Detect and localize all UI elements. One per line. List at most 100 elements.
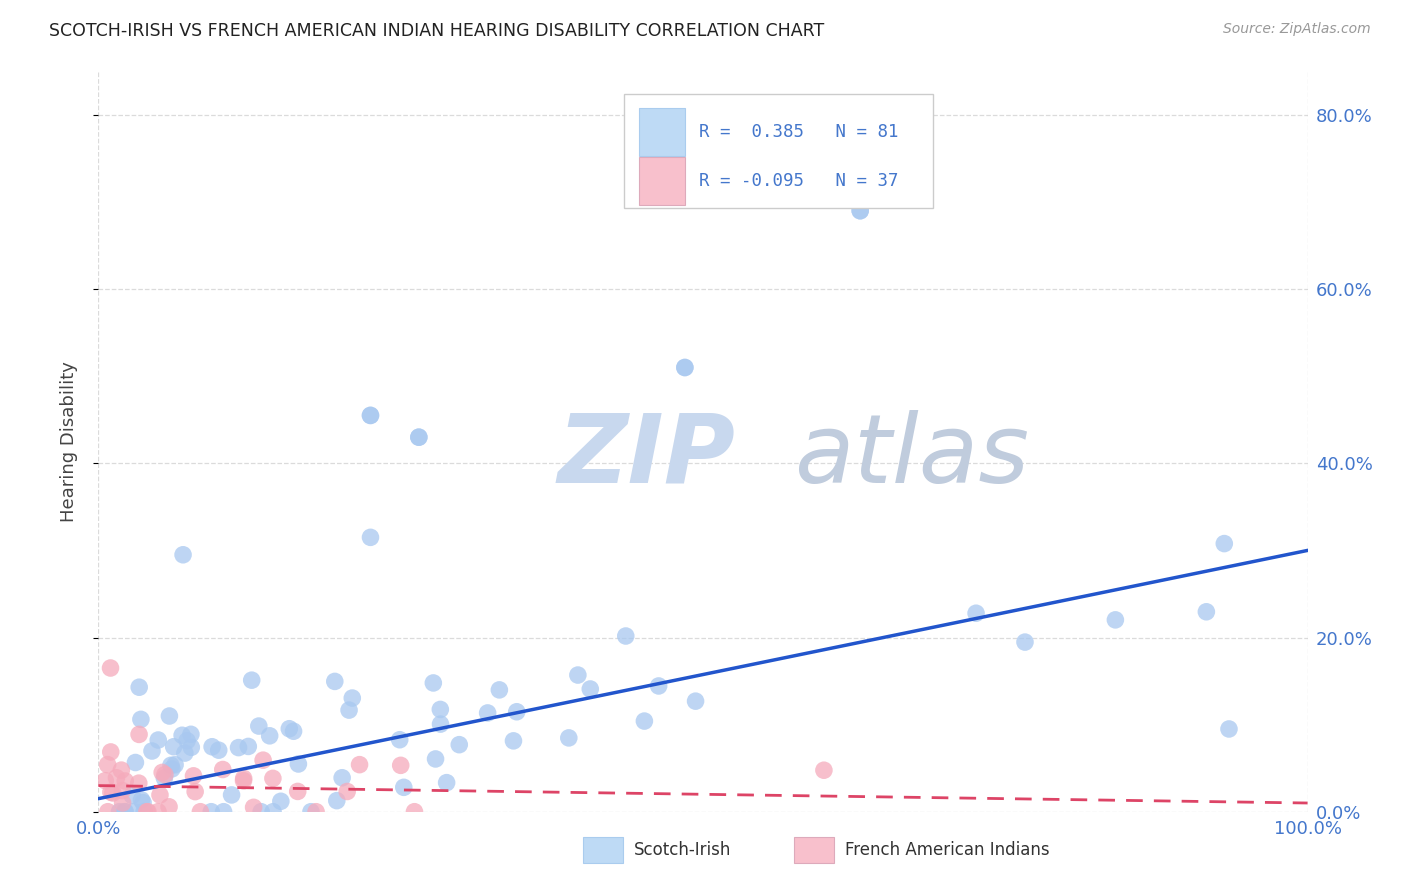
Point	[250, 805, 273, 819]
Point	[342, 691, 364, 706]
Point	[200, 805, 222, 819]
Point	[262, 772, 284, 786]
Point	[389, 758, 412, 772]
Text: Scotch-Irish: Scotch-Irish	[634, 841, 731, 859]
Point	[163, 739, 186, 754]
Point	[336, 784, 359, 798]
Point	[270, 794, 292, 808]
Text: R =  0.385   N = 81: R = 0.385 N = 81	[699, 123, 898, 141]
Point	[337, 703, 360, 717]
Point	[422, 676, 444, 690]
Point	[506, 705, 529, 719]
Text: R = -0.095   N = 37: R = -0.095 N = 37	[699, 172, 898, 190]
Point	[153, 767, 176, 781]
Point	[408, 430, 430, 444]
Point	[1195, 605, 1218, 619]
Point	[232, 772, 254, 786]
Point	[108, 805, 131, 819]
Point	[477, 706, 499, 720]
Point	[157, 800, 180, 814]
Point	[149, 788, 172, 802]
Point	[242, 800, 264, 814]
Point	[1213, 536, 1236, 550]
Point	[148, 733, 170, 747]
Point	[558, 731, 581, 745]
Point	[128, 776, 150, 790]
Point	[429, 717, 451, 731]
Point	[502, 734, 524, 748]
Point	[136, 805, 159, 819]
Point	[685, 694, 707, 708]
Point	[212, 805, 235, 819]
Point	[299, 805, 322, 819]
Point	[100, 785, 122, 799]
Point	[111, 783, 134, 797]
Point	[201, 739, 224, 754]
Point	[124, 756, 146, 770]
Text: Source: ZipAtlas.com: Source: ZipAtlas.com	[1223, 22, 1371, 37]
Point	[94, 773, 117, 788]
Point	[259, 729, 281, 743]
Point	[221, 788, 243, 802]
Point	[150, 765, 173, 780]
Point	[326, 794, 349, 808]
Point	[141, 744, 163, 758]
Point	[128, 727, 150, 741]
Point	[1104, 613, 1126, 627]
Point	[173, 746, 195, 760]
Point	[97, 805, 120, 819]
Point	[190, 805, 212, 819]
Point	[330, 771, 353, 785]
Point	[172, 548, 194, 562]
Point	[349, 757, 371, 772]
Point	[160, 758, 183, 772]
Point	[160, 762, 183, 776]
Point	[183, 769, 205, 783]
Point	[128, 680, 150, 694]
Point	[146, 805, 169, 819]
Point	[965, 606, 987, 620]
Point	[211, 763, 233, 777]
Point	[122, 805, 145, 819]
Point	[360, 409, 382, 423]
Point	[176, 733, 198, 747]
Point	[579, 681, 602, 696]
Point	[388, 732, 411, 747]
Text: SCOTCH-IRISH VS FRENCH AMERICAN INDIAN HEARING DISABILITY CORRELATION CHART: SCOTCH-IRISH VS FRENCH AMERICAN INDIAN H…	[49, 22, 824, 40]
Point	[240, 673, 263, 688]
Point	[429, 702, 451, 716]
Point	[849, 203, 872, 218]
Point	[305, 805, 328, 819]
Point	[360, 530, 382, 544]
Point	[134, 805, 156, 819]
Point	[172, 728, 194, 742]
Point	[287, 756, 309, 771]
Point	[114, 805, 136, 819]
Point	[614, 629, 637, 643]
Point	[184, 784, 207, 798]
Point	[131, 793, 153, 807]
Point	[673, 360, 696, 375]
Point	[1218, 722, 1240, 736]
Point	[283, 724, 305, 739]
Point	[129, 712, 152, 726]
Bar	[638, 108, 685, 156]
Point	[287, 784, 309, 798]
Point	[567, 668, 589, 682]
Point	[813, 763, 835, 777]
Point	[360, 409, 382, 423]
Point	[180, 740, 202, 755]
Point	[404, 805, 426, 819]
Point	[232, 773, 254, 788]
Point	[97, 757, 120, 772]
Point	[153, 771, 176, 785]
Point	[849, 203, 872, 218]
Text: French American Indians: French American Indians	[845, 841, 1050, 859]
Y-axis label: Hearing Disability: Hearing Disability	[59, 361, 77, 522]
Point	[449, 738, 471, 752]
Point	[114, 774, 136, 789]
Bar	[638, 157, 685, 205]
Text: ZIP: ZIP	[558, 409, 735, 503]
Point	[165, 757, 187, 772]
Point	[323, 674, 346, 689]
